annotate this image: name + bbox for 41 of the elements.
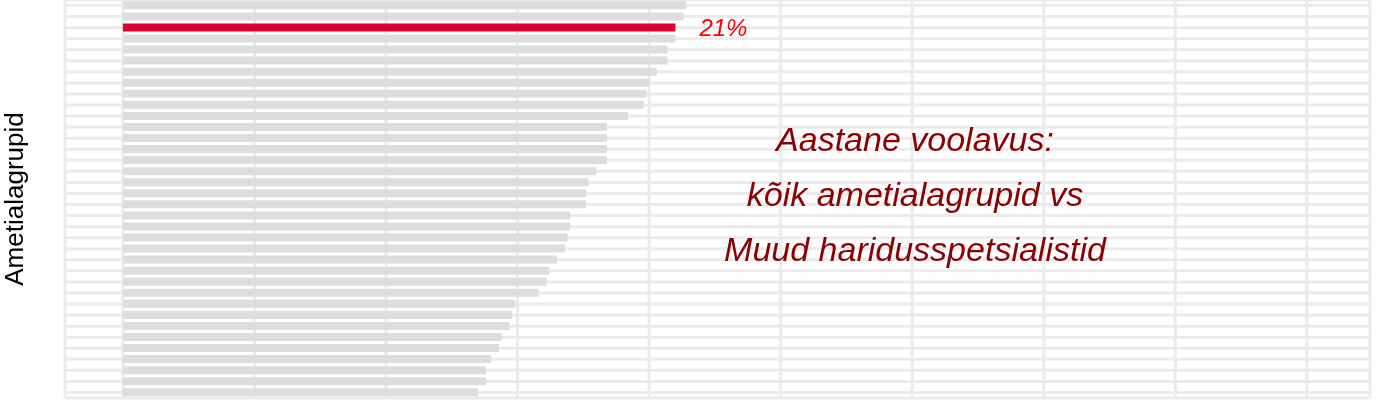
bar	[122, 145, 607, 154]
bar	[122, 12, 684, 21]
bar	[122, 310, 513, 319]
bar	[122, 211, 571, 220]
bar	[122, 388, 479, 397]
bar	[122, 189, 586, 198]
bar	[122, 222, 571, 231]
bar	[122, 34, 676, 43]
bar	[122, 167, 597, 176]
annotation: Aastane voolavus:	[773, 119, 1055, 160]
bar	[122, 122, 607, 131]
bar	[122, 233, 568, 242]
bar	[122, 277, 547, 286]
bar	[122, 355, 492, 364]
annotation: kõik ametialagrupid vs	[745, 174, 1085, 215]
annotation: Muud haridusspetsialistid	[723, 229, 1108, 270]
bar	[122, 23, 676, 32]
bar	[122, 332, 502, 341]
bar	[122, 111, 629, 120]
bar	[122, 78, 650, 87]
bar	[122, 288, 539, 297]
bar	[122, 89, 647, 98]
bar	[122, 133, 607, 142]
bar	[122, 244, 565, 253]
bar	[122, 178, 589, 187]
bar	[122, 299, 515, 308]
bar	[122, 377, 486, 386]
bar	[122, 200, 586, 209]
bar	[122, 366, 486, 375]
bar	[122, 344, 500, 353]
bar	[122, 100, 644, 109]
bar	[122, 156, 607, 165]
bar	[122, 45, 668, 54]
bar	[122, 321, 510, 330]
data-label: 21%	[698, 13, 748, 41]
y-axis-title: Ametialagrupid	[0, 112, 30, 286]
bar	[122, 56, 668, 65]
bar	[122, 1, 686, 10]
bar	[122, 266, 550, 275]
bar	[122, 255, 558, 264]
bar	[122, 67, 657, 76]
